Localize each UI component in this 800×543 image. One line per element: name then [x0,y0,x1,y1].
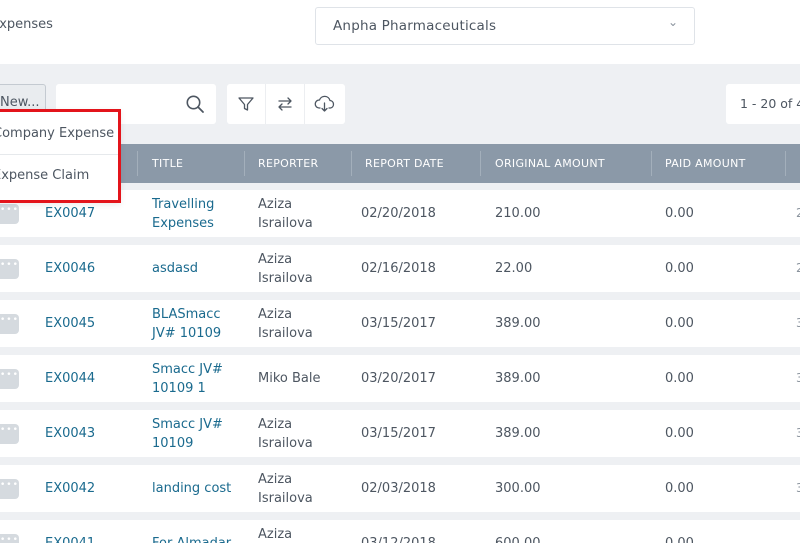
expense-title-link[interactable]: landing cost [152,481,232,496]
report-date: 02/03/2018 [361,481,436,496]
menu-item-company-expense[interactable]: Company Expense [0,114,118,154]
report-date: 03/15/2017 [361,316,436,331]
swap-arrows-icon [278,97,292,111]
column-header-reporter[interactable]: REPORTER [258,157,319,170]
report-date: 02/16/2018 [361,261,436,276]
original-amount: 600.00 [495,534,541,543]
column-header-report-date[interactable]: REPORT DATE [365,157,444,170]
reporter-name: Aziza Israilova [258,307,313,341]
column-divider [651,151,652,176]
expense-title-link[interactable]: Smacc JV# 10109 [152,417,223,451]
page-breadcrumb: Expenses [0,17,53,32]
column-divider [480,151,481,176]
tool-button-group [227,84,345,124]
new-button-label: New... [0,95,40,110]
reporter-name: Aziza [258,527,293,542]
menu-divider [0,154,118,155]
expense-id-link[interactable]: EX0041 [45,534,95,543]
expense-id-link[interactable]: EX0045 [45,316,96,331]
pagination-status: 1 - 20 of 47 [726,84,800,124]
table-row[interactable]: EX0041 For Almadar Aziza 03/12/2018 600.… [0,520,800,543]
menu-item-expense-claim[interactable]: Expense Claim [0,156,118,196]
paid-amount: 0.00 [665,316,694,331]
expense-title-link[interactable]: BLASmacc JV# 10109 [152,307,222,341]
cloud-download-icon [314,95,334,112]
expense-id-link[interactable]: EX0044 [45,371,96,386]
paid-amount: 0.00 [665,534,694,543]
original-amount: 22.00 [495,261,533,276]
truncated-cell: 3 [796,426,800,440]
column-divider [785,151,786,176]
truncated-cell: 3 [796,316,800,330]
company-select[interactable]: Anpha Pharmaceuticals ⌄ [315,7,695,45]
reporter-name: Aziza Israilova [258,252,313,286]
reporter-name: Aziza Israilova [258,472,313,506]
table-row[interactable]: EX0046 asdasd Aziza Israilova 02/16/2018… [0,245,800,292]
table-row[interactable]: EX0042 landing cost Aziza Israilova 02/0… [0,465,800,512]
search-icon[interactable] [185,94,205,114]
report-date: 02/20/2018 [361,206,436,221]
original-amount: 300.00 [495,481,541,496]
filter-icon [238,97,254,111]
original-amount: 389.00 [495,316,541,331]
table-row[interactable]: EX0043 Smacc JV# 10109 Aziza Israilova 0… [0,410,800,457]
more-dots-icon[interactable] [0,204,19,224]
original-amount: 389.00 [495,371,541,386]
more-dots-icon[interactable] [0,369,19,389]
expense-id-link[interactable]: EX0043 [45,426,96,441]
pagination-text: 1 - 20 of 47 [740,96,800,111]
original-amount: 389.00 [495,426,541,441]
swap-button[interactable] [266,84,305,124]
report-date: 03/15/2017 [361,426,436,441]
column-header-title[interactable]: TITLE [152,157,184,170]
table-row[interactable]: EX0044 Smacc JV# 10109 1 Miko Bale 03/20… [0,355,800,402]
menu-item-label: Expense Claim [0,168,90,183]
more-dots-icon[interactable] [0,534,19,543]
paid-amount: 0.00 [665,371,694,386]
expense-id-link[interactable]: EX0042 [45,481,96,496]
expense-title-link[interactable]: Travelling Expenses [152,197,215,231]
column-header-original-amount[interactable]: ORIGINAL AMOUNT [495,157,605,170]
table-header: TITLE REPORTER REPORT DATE ORIGINAL AMOU… [0,144,800,183]
more-dots-icon[interactable] [0,479,19,499]
reporter-name: Miko Bale [258,371,321,386]
paid-amount: 0.00 [665,481,694,496]
company-select-value: Anpha Pharmaceuticals [333,18,497,34]
paid-amount: 0.00 [665,206,694,221]
new-dropdown-menu: Company Expense Expense Claim [0,109,121,203]
chevron-down-icon: ⌄ [667,15,678,29]
truncated-cell: 2 [796,206,800,220]
report-date: 03/20/2017 [361,371,436,386]
more-dots-icon[interactable] [0,259,19,279]
table-row[interactable]: EX0047 Travelling Expenses Aziza Israilo… [0,190,800,237]
column-divider [137,151,138,176]
paid-amount: 0.00 [665,426,694,441]
menu-item-label: Company Expense [0,126,115,141]
reporter-name: Aziza Israilova [258,417,313,451]
report-date: 03/12/2018 [361,534,436,543]
download-button[interactable] [305,84,344,124]
column-divider [351,151,352,176]
original-amount: 210.00 [495,206,541,221]
column-divider [244,151,245,176]
truncated-cell: 3 [796,371,800,385]
paid-amount: 0.00 [665,261,694,276]
expense-title-link[interactable]: asdasd [152,261,198,276]
more-dots-icon[interactable] [0,314,19,334]
expense-id-link[interactable]: EX0046 [45,261,96,276]
table-row[interactable]: EX0045 BLASmacc JV# 10109 Aziza Israilov… [0,300,800,347]
truncated-cell: 3 [796,481,800,495]
truncated-cell: 2 [796,261,800,275]
more-dots-icon[interactable] [0,424,19,444]
expense-id-link[interactable]: EX0047 [45,206,96,221]
expense-title-link[interactable]: Smacc JV# 10109 1 [152,362,223,396]
expense-title-link[interactable]: For Almadar [152,534,231,543]
reporter-name: Aziza Israilova [258,197,313,231]
column-header-paid-amount[interactable]: PAID AMOUNT [665,157,746,170]
filter-button[interactable] [227,84,266,124]
top-bar: Expenses Anpha Pharmaceuticals ⌄ [0,0,800,64]
